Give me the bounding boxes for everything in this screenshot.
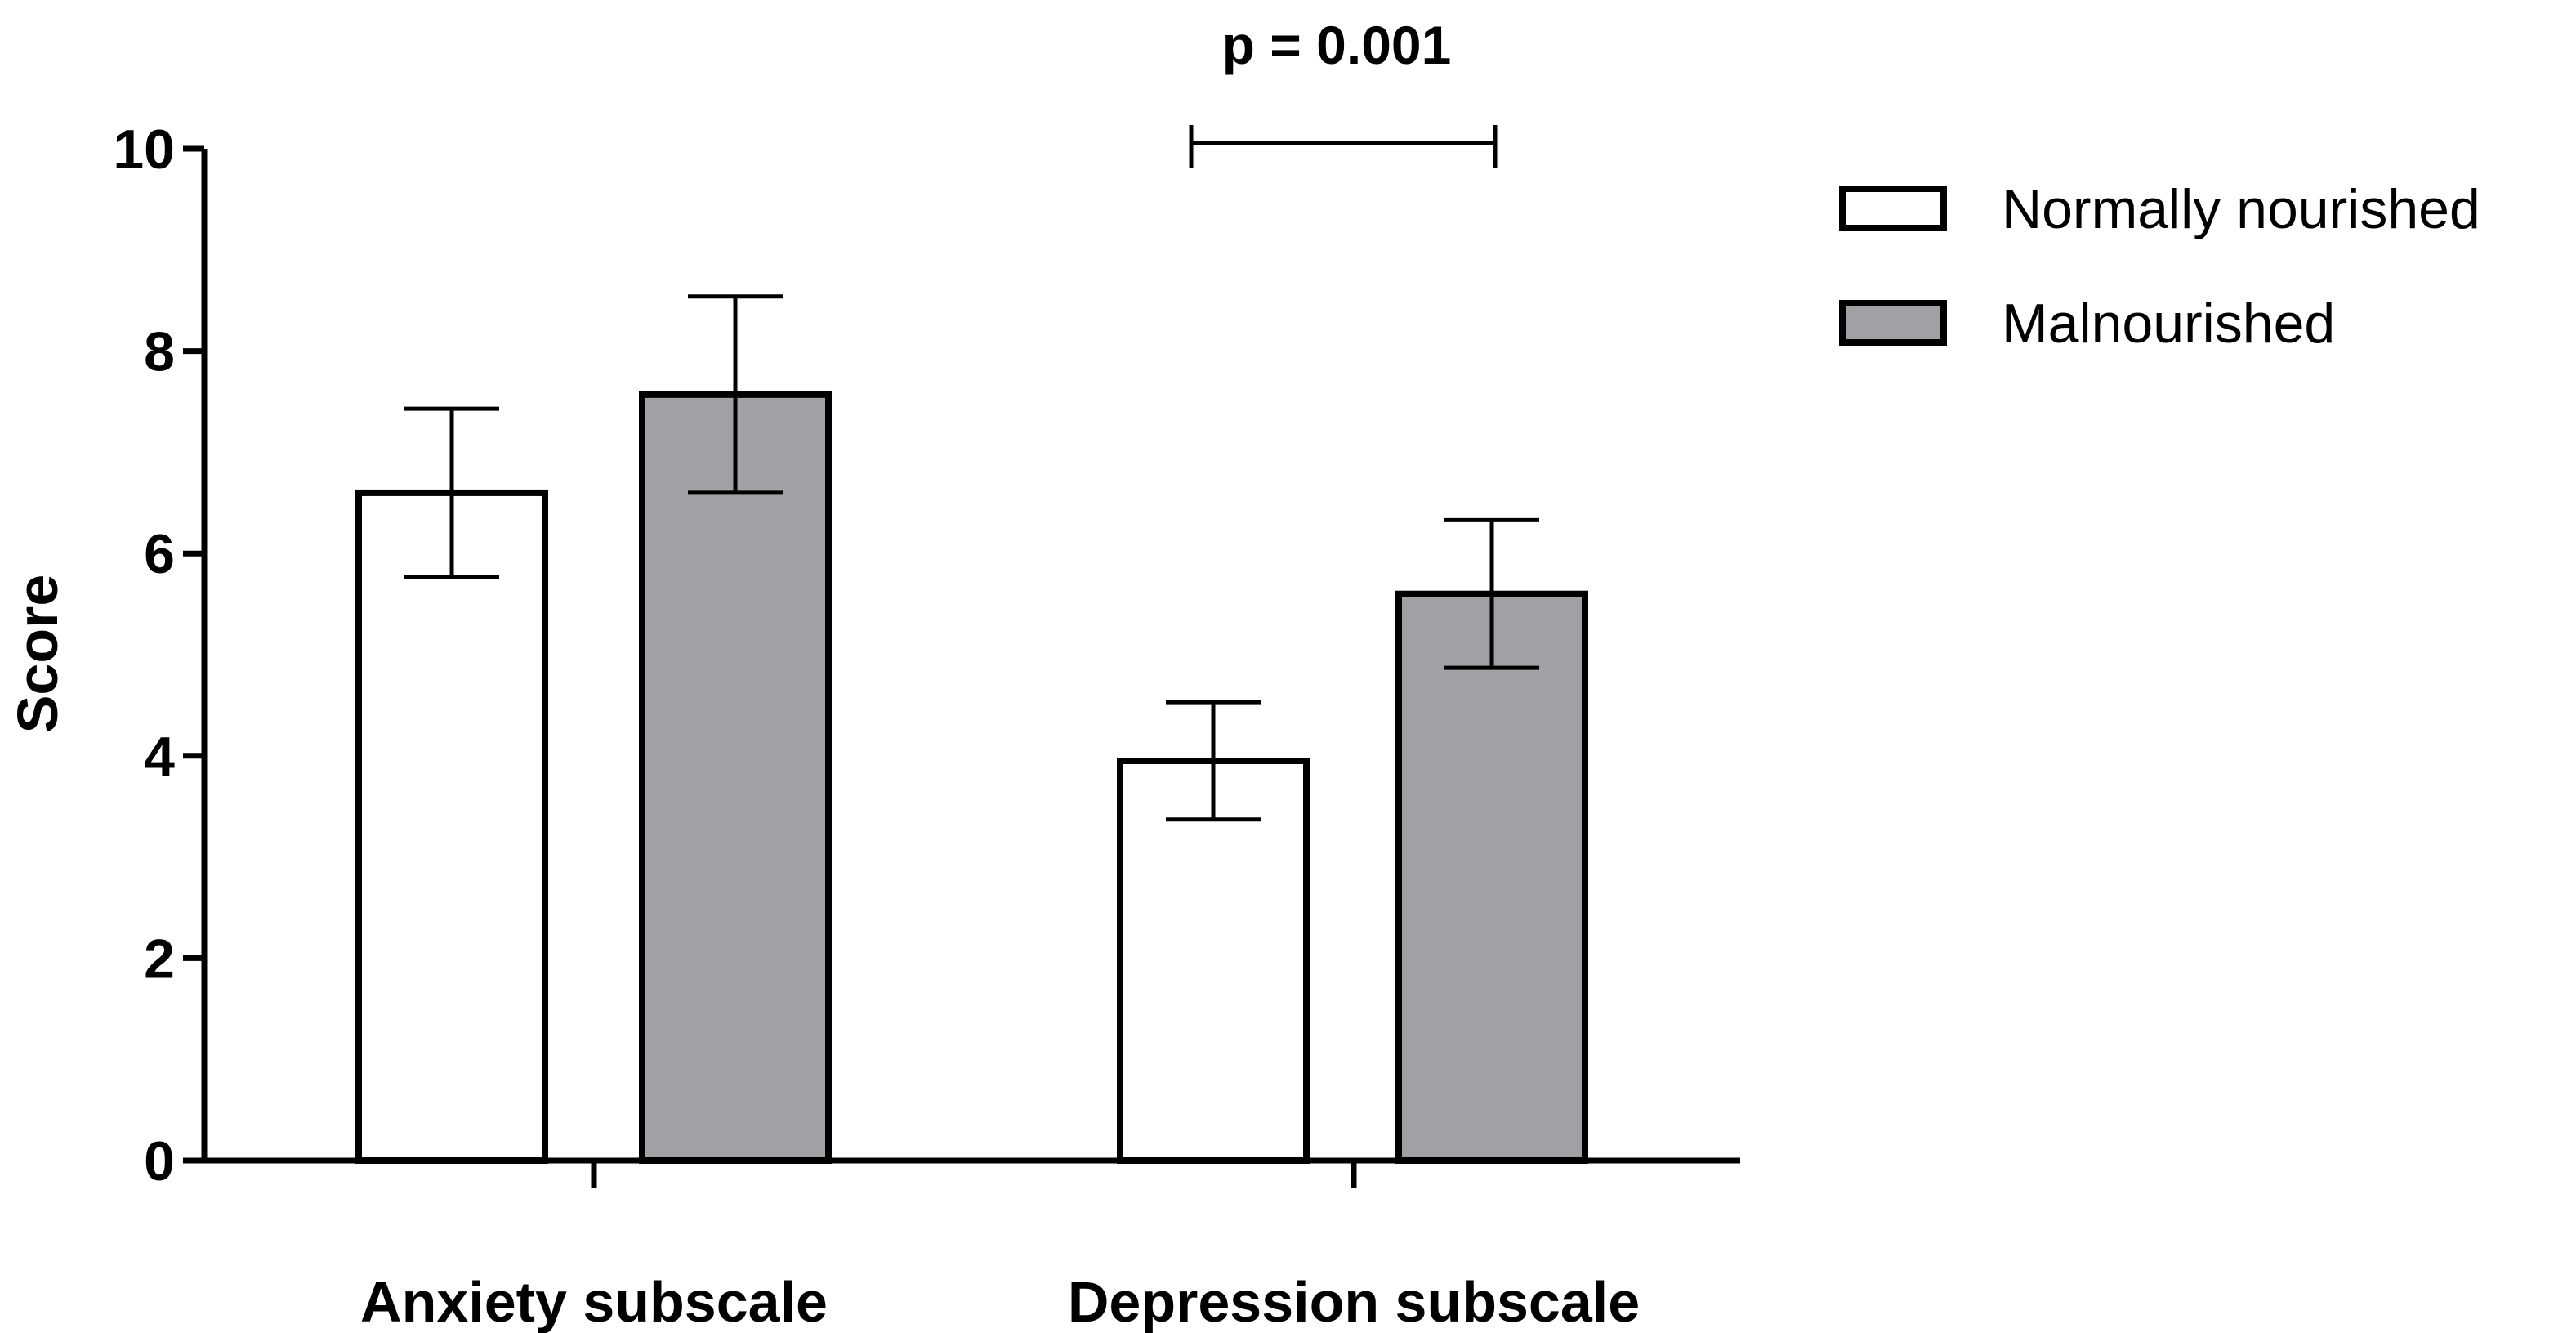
y-tick-label: 0 — [144, 1130, 175, 1192]
bar-normally-nourished-0 — [355, 489, 548, 1164]
y-tick-label: 6 — [144, 523, 175, 585]
bars-layer — [355, 391, 1588, 1165]
x-category-label: Depression subscale — [1068, 1270, 1640, 1333]
axes-layer — [201, 149, 1740, 1164]
error-bars-layer — [404, 294, 1539, 822]
p-value-label: p = 0.001 — [1222, 15, 1452, 75]
y-ticks-layer: 0 2 4 6 8 10 — [113, 119, 204, 1192]
bar-malnourished-1 — [1395, 590, 1588, 1164]
x-category-layer: Anxiety subscale Depression subscale — [360, 1161, 1640, 1333]
significance-annotation: p = 0.001 — [1189, 15, 1498, 168]
y-tick-label: 10 — [113, 119, 175, 181]
legend: Normally nourished Malnourished — [1839, 178, 2480, 355]
legend-swatch-malnourished — [1839, 300, 1947, 346]
y-axis-title: Score — [6, 575, 69, 734]
legend-label-malnourished: Malnourished — [2002, 293, 2335, 355]
legend-label-normally-nourished: Normally nourished — [2002, 178, 2480, 240]
y-tick-label: 8 — [144, 321, 175, 383]
bar-normally-nourished-1 — [1117, 757, 1310, 1164]
y-tick-label: 4 — [144, 726, 175, 788]
y-tick-label: 2 — [144, 928, 175, 990]
legend-swatch-normally-nourished — [1839, 186, 1947, 231]
x-category-label: Anxiety subscale — [360, 1270, 828, 1333]
bar-malnourished-0 — [639, 391, 832, 1165]
